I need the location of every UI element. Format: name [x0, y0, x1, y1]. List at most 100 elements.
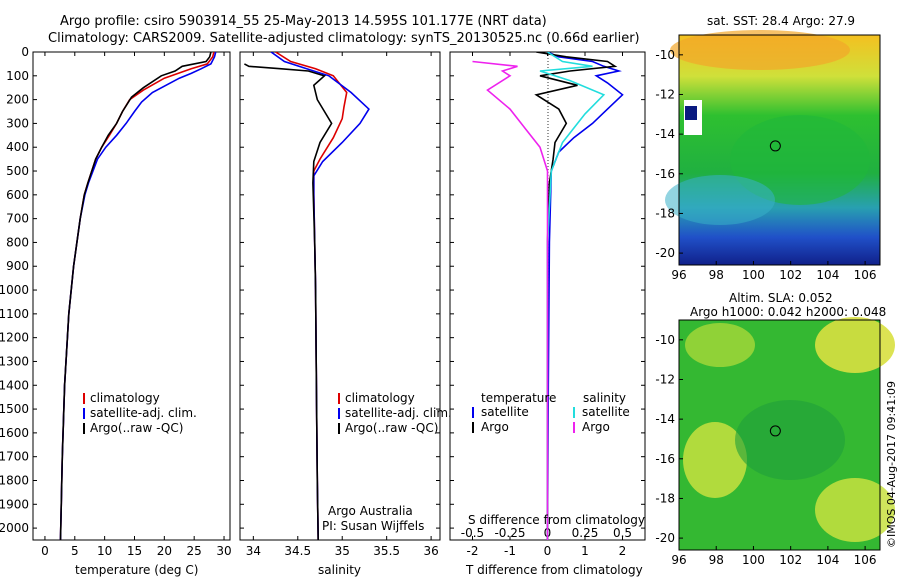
sla-yellow-patch-w [683, 422, 747, 498]
y-tick-label: 1200 [0, 331, 29, 345]
legend-title-temperature: temperature [481, 391, 556, 405]
map-y-tick-label: -20 [655, 246, 675, 260]
x-tick-label: -1 [504, 544, 516, 558]
y-tick-label: 100 [6, 69, 29, 83]
x-tick-label: 30 [216, 544, 231, 558]
sst-argo-marker [769, 140, 781, 152]
legend-title-salinity: salinity [583, 391, 626, 405]
s-tick-label: -0.25 [494, 526, 525, 540]
map-y-tick-label: -10 [655, 333, 675, 347]
y-tick-label: 1500 [0, 402, 29, 416]
legend-label-clim-s: climatology [345, 391, 415, 405]
salinity-axes [239, 51, 441, 541]
s-difference-label: S difference from climatology [468, 513, 645, 527]
map-x-tick-label: 106 [854, 553, 877, 567]
x-tick-label: 34.5 [284, 544, 311, 558]
x-tick-label: 35.5 [373, 544, 400, 558]
salinity-ticks: 34 34.5 35 35.5 36 [240, 51, 440, 558]
sla-ticks: 96 98 100 102 104 106 -10 -12 -14 -16 -18 -20 [655, 333, 876, 567]
header-line2: Climatology: CARS2009. Satellite-adjuste… [48, 31, 640, 46]
map-y-tick-label: -12 [655, 372, 675, 386]
legend-label-t-sat: satellite [481, 405, 529, 419]
y-tick-label: 1800 [0, 473, 29, 487]
x-tick-label: 5 [71, 544, 79, 558]
sla-title1: Altim. SLA: 0.052 [729, 291, 833, 305]
sla-yellow-patch-nw [685, 323, 755, 367]
map-x-tick-label: 96 [671, 268, 686, 282]
legend-label-clim: climatology [90, 391, 160, 405]
sla-dark-patch [735, 400, 845, 480]
map-x-tick-label: 100 [742, 553, 765, 567]
x-tick-label: 35 [335, 544, 350, 558]
x-tick-label: 10 [97, 544, 112, 558]
map-y-tick-label: -18 [655, 206, 675, 220]
y-tick-label: 1700 [0, 450, 29, 464]
temperature-ticks: 0 5 10 15 20 25 300100200300400500600700800900… [0, 45, 232, 558]
y-tick-label: 600 [6, 188, 29, 202]
legend-label-argo: Argo(..raw -QC) [90, 421, 183, 435]
map-x-tick-label: 98 [709, 268, 724, 282]
header-line1: Argo profile: csiro 5903914_55 25-May-20… [60, 14, 547, 29]
map-x-tick-label: 104 [816, 553, 839, 567]
sst-map: sat. SST: 28.4 Argo: 27.9 96 98 100 102 104 1… [655, 14, 881, 282]
legend-label-argo-s: Argo(..raw -QC) [345, 421, 438, 435]
sla-yellow-patch-se [815, 478, 895, 542]
series-line-t-satellite [546, 52, 624, 540]
map-y-tick-label: -18 [655, 491, 675, 505]
x-tick-label: 20 [157, 544, 172, 558]
salinity-xlabel: salinity [318, 563, 361, 577]
y-tick-label: 1000 [0, 283, 29, 297]
x-tick-label: 15 [127, 544, 142, 558]
map-y-tick-label: -16 [655, 452, 675, 466]
sst-green-patch [730, 115, 870, 205]
salinity-panel: 34 34.5 35 35.5 36 salinity climatology sate… [239, 51, 452, 577]
sla-yellow-patch-ne [815, 317, 895, 373]
temperature-lines [59, 52, 217, 540]
sla-argo-marker [769, 425, 781, 437]
map-y-tick-label: -14 [655, 127, 675, 141]
x-tick-label: 34 [246, 544, 261, 558]
sla-map: Altim. SLA: 0.052 Argo h1000: 0.042 h200… [655, 291, 895, 567]
annotation-argo-australia: Argo Australia [328, 504, 413, 518]
difference-lines [472, 52, 624, 540]
map-y-tick-label: -14 [655, 412, 675, 426]
y-tick-label: 1100 [0, 307, 29, 321]
y-tick-label: 400 [6, 140, 29, 154]
temperature-legend: climatology satellite-adj. clim. Argo(..… [83, 391, 197, 435]
y-tick-label: 1300 [0, 354, 29, 368]
series-line-s-argo [472, 60, 549, 540]
annotation-pi: PI: Susan Wijffels [322, 519, 424, 533]
x-tick-label: 0 [41, 544, 49, 558]
map-y-tick-label: -12 [655, 87, 675, 101]
map-y-tick-label: -20 [655, 531, 675, 545]
map-x-tick-label: 102 [779, 553, 802, 567]
sst-land-navy [685, 106, 697, 120]
series-line-argo---raw--qc- [59, 52, 212, 540]
map-x-tick-label: 96 [671, 553, 686, 567]
y-tick-label: 200 [6, 93, 29, 107]
y-tick-label: 900 [6, 259, 29, 273]
legend-label-s-argo: Argo [582, 420, 610, 434]
map-x-tick-label: 104 [816, 268, 839, 282]
x-tick-label: 1 [581, 544, 589, 558]
x-tick-label: 25 [187, 544, 202, 558]
map-x-tick-label: 100 [742, 268, 765, 282]
y-tick-label: 500 [6, 164, 29, 178]
s-tick-label: -0.5 [461, 526, 484, 540]
y-tick-label: 2000 [0, 521, 29, 535]
y-tick-label: 1900 [0, 497, 29, 511]
credit-text: ©IMOS 04-Aug-2017 09:41:09 [885, 381, 898, 548]
y-tick-label: 700 [6, 212, 29, 226]
sst-axes [678, 34, 881, 266]
t-difference-label: T difference from climatology [465, 563, 643, 577]
y-tick-label: 0 [21, 45, 29, 59]
temperature-panel: 0 5 10 15 20 25 300100200300400500600700800900… [0, 45, 232, 577]
map-y-tick-label: -10 [655, 48, 675, 62]
temperature-axes [32, 51, 231, 541]
map-x-tick-label: 98 [709, 553, 724, 567]
temperature-xlabel: temperature (deg C) [75, 563, 198, 577]
map-x-tick-label: 102 [779, 268, 802, 282]
